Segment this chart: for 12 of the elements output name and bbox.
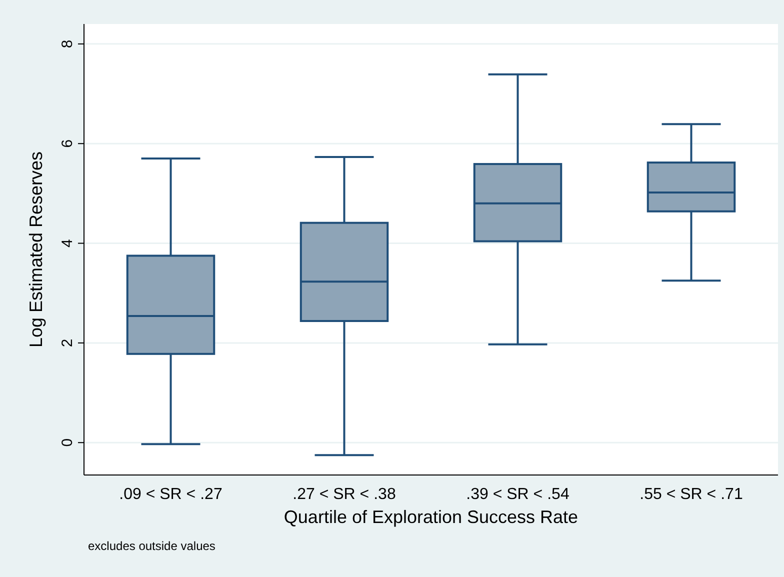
text: excludes outside values — [88, 539, 216, 553]
x-axis-title: Quartile of Exploration Success Rate — [284, 507, 578, 527]
x-tick-label: .39 < SR < .54 — [466, 486, 570, 503]
y-axis-title: Log Estimated Reserves — [26, 151, 46, 348]
y-tick-label: 0 — [59, 438, 76, 447]
y-tick-label: 8 — [59, 40, 76, 48]
x-tick-label: .09 < SR < .27 — [119, 486, 222, 503]
x-tick-label: .27 < SR < .38 — [292, 486, 396, 503]
x-tick-label: .55 < SR < .71 — [640, 486, 743, 503]
y-tick-label: 2 — [59, 338, 76, 348]
y-tick-label: 4 — [59, 239, 76, 248]
y-tick-label: 6 — [59, 139, 76, 148]
